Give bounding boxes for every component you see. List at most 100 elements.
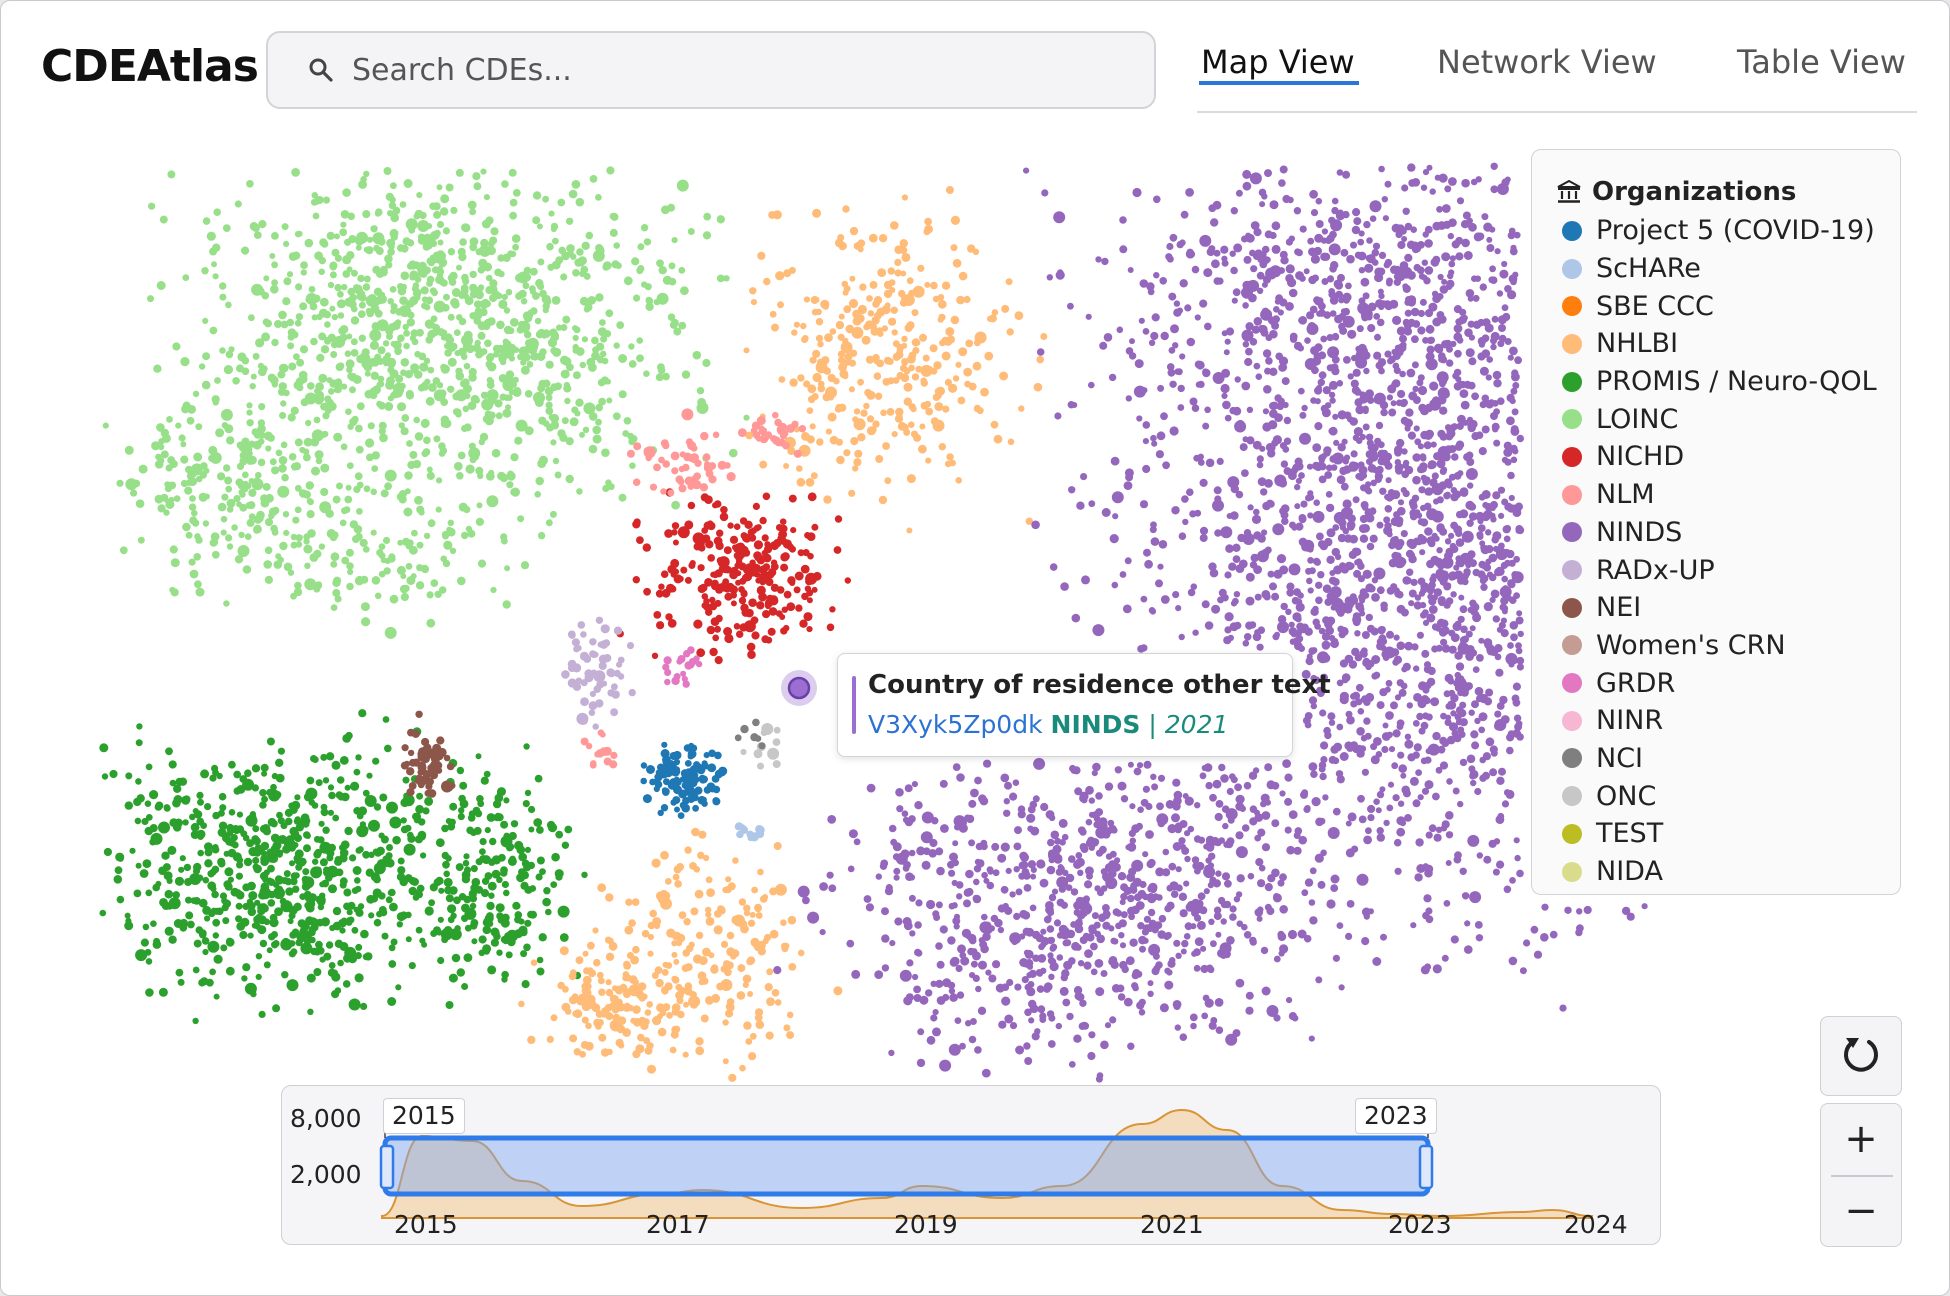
cde-point[interactable] (239, 457, 248, 466)
cde-point[interactable] (415, 926, 423, 934)
cde-point[interactable] (258, 1010, 266, 1019)
cde-point[interactable] (723, 275, 730, 282)
cde-point[interactable] (500, 533, 508, 541)
cde-point[interactable] (213, 208, 221, 216)
cde-point[interactable] (742, 981, 749, 989)
cde-point[interactable] (362, 953, 370, 961)
cde-point[interactable] (628, 919, 636, 927)
cde-point[interactable] (103, 847, 112, 857)
cde-point[interactable] (1307, 494, 1315, 501)
cde-point[interactable] (870, 327, 880, 336)
cde-point[interactable] (160, 450, 169, 459)
cde-point[interactable] (453, 896, 461, 905)
cde-point[interactable] (241, 356, 250, 365)
cde-point[interactable] (269, 913, 278, 922)
cde-point[interactable] (853, 418, 866, 431)
cde-point[interactable] (901, 252, 911, 262)
cde-point[interactable] (421, 941, 428, 948)
cde-point[interactable] (1284, 797, 1293, 806)
cde-point[interactable] (320, 345, 330, 354)
cde-point[interactable] (300, 942, 313, 955)
cde-point[interactable] (322, 196, 331, 204)
cde-point[interactable] (1388, 746, 1396, 753)
cde-point[interactable] (1230, 600, 1238, 607)
cde-point[interactable] (843, 449, 851, 457)
cde-point[interactable] (1440, 626, 1450, 635)
cde-point[interactable] (750, 937, 760, 947)
cde-point[interactable] (1221, 872, 1231, 881)
cde-point[interactable] (965, 814, 975, 824)
cde-point[interactable] (403, 329, 410, 337)
cde-point[interactable] (378, 906, 387, 914)
cde-point[interactable] (339, 844, 347, 852)
cde-point[interactable] (1013, 842, 1022, 851)
cde-point[interactable] (1243, 931, 1252, 939)
cde-point[interactable] (450, 206, 458, 214)
cde-point[interactable] (1372, 957, 1382, 966)
cde-point[interactable] (1066, 1012, 1074, 1021)
cde-point[interactable] (623, 417, 632, 425)
cde-point[interactable] (1454, 651, 1463, 660)
cde-point[interactable] (1151, 440, 1158, 447)
cde-point[interactable] (702, 231, 712, 240)
cde-point[interactable] (1327, 827, 1340, 839)
cde-point[interactable] (754, 903, 762, 912)
cde-point[interactable] (1406, 568, 1414, 576)
cde-point[interactable] (1363, 835, 1372, 845)
cde-point[interactable] (815, 318, 824, 326)
cde-point[interactable] (1262, 349, 1272, 358)
cde-point[interactable] (119, 546, 128, 555)
cde-point[interactable] (1028, 1017, 1035, 1024)
cde-point[interactable] (1326, 555, 1335, 564)
cde-point[interactable] (1277, 621, 1289, 634)
cde-point[interactable] (1408, 600, 1415, 607)
cde-point[interactable] (1501, 575, 1508, 583)
cde-point[interactable] (435, 838, 445, 848)
cde-point[interactable] (671, 951, 678, 958)
cde-point[interactable] (492, 351, 500, 358)
cde-point[interactable] (392, 340, 402, 350)
cde-point[interactable] (852, 465, 859, 472)
cde-point[interactable] (1045, 901, 1054, 910)
cde-point[interactable] (561, 1002, 571, 1012)
cde-point[interactable] (944, 378, 953, 386)
cde-point[interactable] (348, 998, 361, 1011)
cde-point[interactable] (1186, 488, 1194, 497)
cde-point[interactable] (160, 493, 169, 502)
cde-point[interactable] (189, 569, 199, 579)
cde-point[interactable] (950, 956, 960, 966)
cde-point[interactable] (179, 918, 189, 928)
cde-point[interactable] (385, 261, 393, 269)
cde-point[interactable] (1151, 783, 1159, 791)
cde-point[interactable] (506, 394, 513, 401)
cde-point[interactable] (284, 817, 293, 826)
cde-point[interactable] (350, 781, 360, 791)
cde-point[interactable] (258, 431, 266, 439)
cde-point[interactable] (469, 312, 477, 320)
cde-point[interactable] (848, 489, 856, 497)
cde-point[interactable] (473, 300, 482, 309)
cde-point[interactable] (1081, 1022, 1090, 1030)
cde-point[interactable] (138, 464, 148, 474)
cde-point[interactable] (666, 1012, 673, 1019)
cde-point[interactable] (320, 808, 329, 817)
cde-point[interactable] (236, 501, 243, 508)
cde-point[interactable] (586, 994, 596, 1004)
cde-point[interactable] (617, 1004, 625, 1012)
cde-point[interactable] (1304, 627, 1313, 636)
cde-point[interactable] (766, 997, 775, 1006)
cde-point[interactable] (208, 445, 218, 455)
cde-point[interactable] (427, 234, 436, 243)
cde-point[interactable] (1333, 511, 1346, 524)
cde-point[interactable] (387, 248, 395, 256)
cde-point[interactable] (283, 529, 290, 537)
cde-point[interactable] (698, 979, 705, 986)
cde-point[interactable] (440, 415, 450, 425)
cde-point[interactable] (1359, 514, 1368, 524)
cde-point[interactable] (1308, 762, 1318, 771)
cde-point[interactable] (1315, 581, 1323, 589)
cde-point[interactable] (1425, 831, 1433, 839)
cde-point[interactable] (1441, 252, 1451, 262)
cde-point[interactable] (1134, 893, 1142, 902)
cde-point[interactable] (1333, 742, 1343, 752)
